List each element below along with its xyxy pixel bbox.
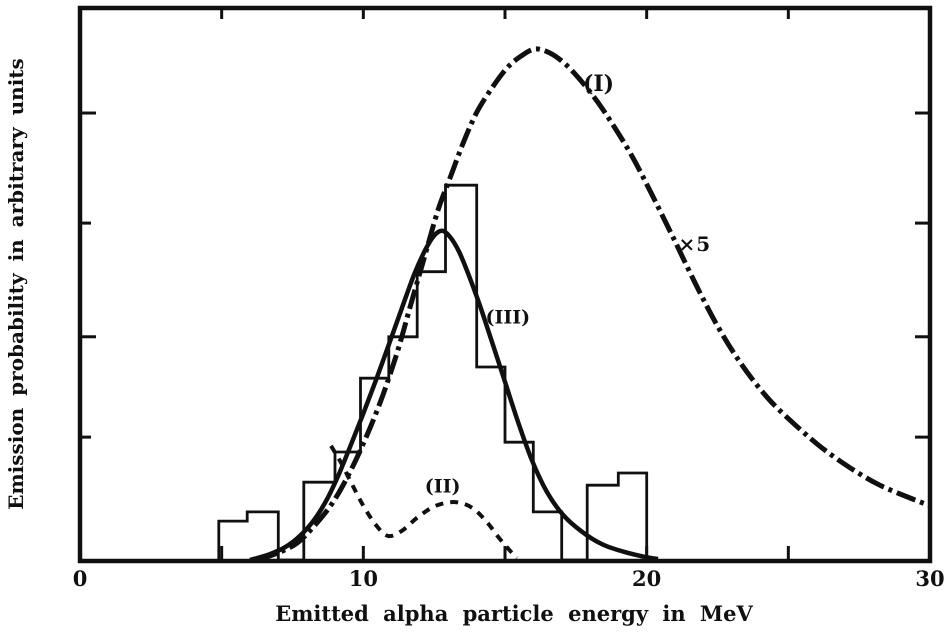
x-tick-label: 20 [632, 566, 662, 591]
curve-II-label: (II) [424, 475, 461, 498]
x-axis-title: Emitted alpha particle energy in MeV [275, 601, 753, 626]
curve-III-label: (III) [485, 306, 531, 329]
scale-factor-label: ×5 [678, 232, 712, 257]
plot-frame [77, 5, 933, 564]
x-tick-label: 0 [72, 566, 88, 591]
curve-I-label: (I) [582, 70, 615, 97]
curve-III-path [249, 228, 659, 563]
x-tick-label: 30 [915, 566, 945, 591]
x-tick-label: 10 [348, 566, 378, 591]
curve-II-path [329, 444, 519, 560]
curve-I-path [257, 46, 931, 563]
histogram-path [217, 183, 649, 562]
y-axis-title-text: Emission probability in arbitrary units [4, 58, 28, 510]
y-axis-title: Emission probability in arbitrary units [0, 10, 32, 558]
